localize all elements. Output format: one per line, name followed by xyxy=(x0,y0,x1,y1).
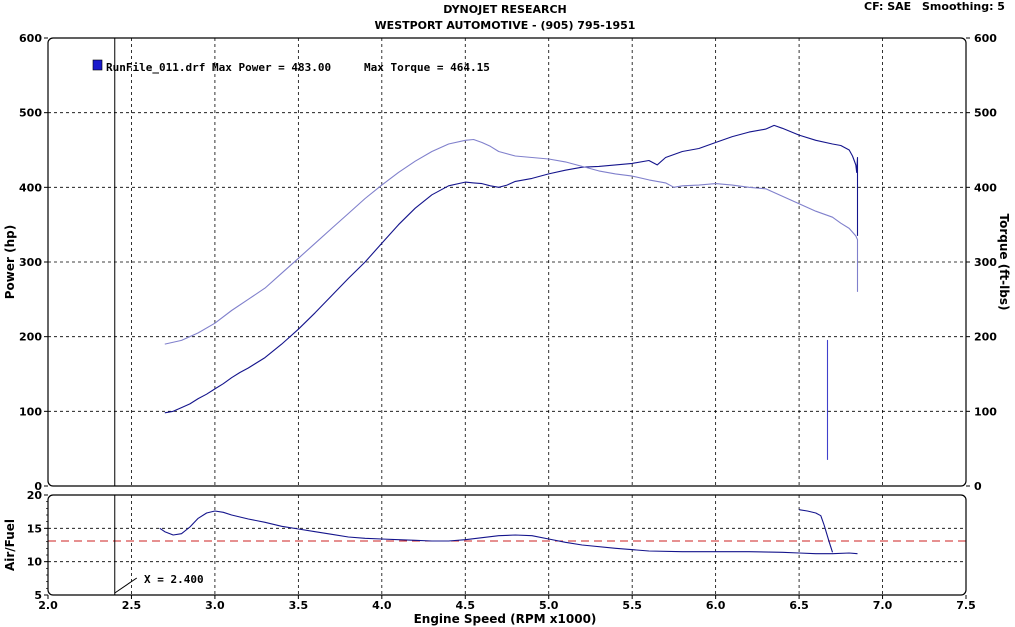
right-tick-label: 600 xyxy=(974,32,997,45)
top-gridlines xyxy=(48,38,966,486)
top-right-ticks: 0 100 200 300 400 500 600 xyxy=(966,32,997,493)
top-series xyxy=(164,124,859,460)
x-tick-label: 6.0 xyxy=(706,599,726,612)
bottom-series xyxy=(48,509,966,555)
x-ticks: 2.0 2.5 3.0 3.5 4.0 4.5 5.0 5.5 6.0 6.5 7.0 7.5 xyxy=(38,595,976,612)
left-tick-label: 600 xyxy=(19,32,42,45)
bottom-tick-label: 15 xyxy=(27,522,42,535)
right-tick-label: 100 xyxy=(974,405,997,418)
top-left-ticks: 0 100 200 300 400 500 600 xyxy=(19,32,48,493)
bottom-y-ticks: 5 10 15 20 xyxy=(27,489,48,602)
right-axis-title: Torque (ft-lbs) xyxy=(997,214,1011,311)
power-series-line xyxy=(164,124,859,414)
air-fuel-axis-title: Air/Fuel xyxy=(3,519,17,571)
left-tick-label: 300 xyxy=(19,256,42,269)
cursor-label: X = 2.400 xyxy=(144,573,204,586)
chart-subtitle: WESTPORT AUTOMOTIVE - (905) 795-1951 xyxy=(375,19,636,32)
bottom-tick-label: 5 xyxy=(34,589,42,602)
torque-series-line xyxy=(164,138,859,345)
left-axis-title: Power (hp) xyxy=(3,225,17,299)
legend-swatch xyxy=(92,59,103,71)
x-tick-label: 5.0 xyxy=(539,599,559,612)
x-tick-label: 2.0 xyxy=(38,599,58,612)
bottom-tick-label: 20 xyxy=(27,489,43,502)
bottom-plot-frame xyxy=(47,494,967,596)
x-tick-label: 5.5 xyxy=(622,599,642,612)
cf-label: CF: SAE xyxy=(864,0,911,13)
x-tick-label: 6.5 xyxy=(789,599,809,612)
left-tick-label: 200 xyxy=(19,331,42,344)
legend-torque-label: Max Torque = 464.15 xyxy=(364,61,490,74)
left-tick-label: 0 xyxy=(34,480,42,493)
left-tick-label: 500 xyxy=(19,107,42,120)
legend-run-label: RunFile_011.drf Max Power = 483.00 xyxy=(106,61,331,74)
x-tick-label: 3.5 xyxy=(289,599,309,612)
bottom-gridlines xyxy=(48,495,966,595)
right-tick-label: 300 xyxy=(974,256,997,269)
x-tick-label: 4.5 xyxy=(456,599,476,612)
right-tick-label: 400 xyxy=(974,181,997,194)
x-tick-label: 7.0 xyxy=(873,599,893,612)
x-axis-title: Engine Speed (RPM x1000) xyxy=(414,612,597,626)
x-tick-label: 7.5 xyxy=(956,599,976,612)
right-tick-label: 0 xyxy=(974,480,982,493)
afr-tail-series-line xyxy=(799,509,834,553)
afr-series-line xyxy=(159,510,858,555)
right-tick-label: 200 xyxy=(974,331,997,344)
cursor-pointer xyxy=(114,577,138,594)
x-tick-label: 2.5 xyxy=(122,599,142,612)
power-torque-panel: 0 100 200 300 400 500 600 0 100 200 300 400 500 600 xyxy=(19,32,997,493)
bottom-tick-label: 10 xyxy=(27,556,43,569)
cursor-layer xyxy=(114,38,138,595)
left-tick-label: 400 xyxy=(19,181,42,194)
smoothing-label: Smoothing: 5 xyxy=(922,0,1005,13)
right-tick-label: 500 xyxy=(974,107,997,120)
x-tick-label: 4.0 xyxy=(372,599,392,612)
left-tick-label: 100 xyxy=(19,405,42,418)
x-tick-label: 3.0 xyxy=(205,599,225,612)
chart-title: DYNOJET RESEARCH xyxy=(443,3,566,16)
air-fuel-panel: 5 10 15 20 2.0 2.5 3.0 3.5 4.0 4.5 5.0 5.5 6.0 6.5 7.… xyxy=(27,489,976,612)
